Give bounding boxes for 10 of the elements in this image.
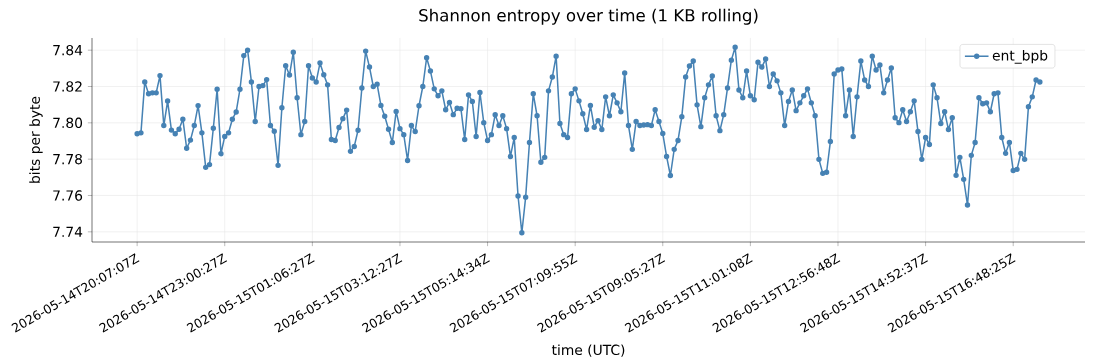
y-tick-label: 7.82 [53,81,82,92]
chart-title: Shannon entropy over time (1 KB rolling) [419,8,758,25]
y-tick-label: 7.84 [53,44,83,56]
legend-label: ent_bpb [992,49,1048,64]
y-axis-title: bits per byte [29,96,43,183]
x-axis-title: time (UTC) [551,344,625,357]
y-tick-label: 7.74 [53,226,83,237]
y-tick-label: 7.80 [53,117,83,128]
y-tick-label: 7.76 [53,190,83,201]
y-tick-label: 7.78 [53,153,83,165]
